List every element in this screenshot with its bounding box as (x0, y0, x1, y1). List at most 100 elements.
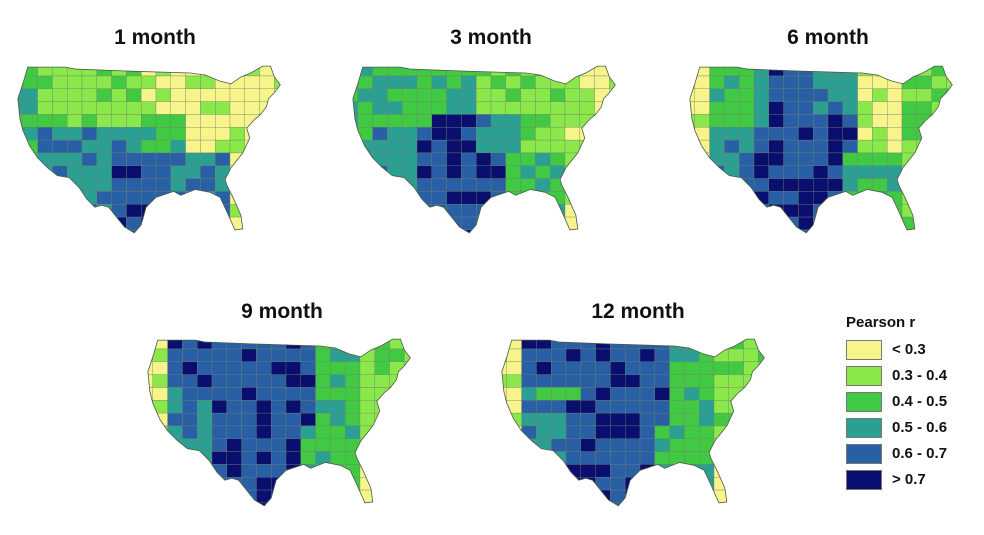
climate-division (728, 348, 744, 362)
climate-division (694, 75, 710, 89)
climate-division (624, 179, 639, 192)
climate-division (271, 464, 287, 478)
climate-division (359, 374, 375, 388)
climate-division (241, 339, 257, 350)
climate-division (200, 216, 216, 231)
climate-division (17, 165, 23, 179)
climate-division (901, 88, 917, 102)
climate-division (226, 425, 242, 439)
climate-division (872, 139, 888, 154)
climate-division (22, 191, 38, 205)
climate-division (244, 75, 260, 89)
climate-division (639, 477, 655, 491)
climate-division (609, 66, 616, 77)
climate-division (768, 127, 784, 141)
climate-division (330, 502, 346, 506)
climate-division (536, 425, 552, 439)
climate-division (699, 477, 715, 491)
climate-division (229, 66, 245, 77)
climate-division (610, 438, 626, 452)
climate-division (743, 425, 759, 439)
climate-division (654, 502, 670, 506)
climate-division (226, 348, 242, 362)
climate-division (256, 438, 272, 452)
climate-division (669, 489, 685, 504)
climate-division (155, 229, 171, 233)
climate-division (285, 374, 301, 388)
climate-division (215, 229, 231, 233)
climate-division (352, 152, 358, 166)
climate-division (773, 477, 788, 490)
climate-division (946, 165, 953, 179)
legend-label-lt-0-3: < 0.3 (892, 341, 926, 358)
climate-division (501, 339, 507, 350)
climate-division (197, 438, 213, 452)
climate-division (916, 139, 932, 154)
climate-division (798, 165, 814, 179)
climate-division (147, 489, 153, 504)
climate-division (155, 204, 171, 218)
climate-division (81, 101, 97, 115)
climate-division (783, 165, 799, 179)
climate-division (17, 75, 23, 89)
legend-swatch-0-6-0-7 (846, 443, 882, 464)
climate-division (259, 191, 275, 205)
climate-division (521, 451, 537, 465)
climate-division (22, 204, 38, 218)
climate-division (52, 229, 68, 233)
climate-division (244, 178, 260, 192)
climate-division (81, 127, 97, 141)
climate-division (490, 101, 506, 115)
climate-division (565, 489, 581, 504)
climate-division (197, 348, 213, 362)
climate-division (931, 114, 947, 128)
climate-division (654, 348, 670, 362)
climate-division (713, 400, 729, 414)
panel-title-1-month: 1 month (114, 26, 196, 49)
climate-division (564, 178, 580, 192)
climate-division (842, 229, 858, 233)
climate-division (419, 439, 434, 452)
climate-division (842, 152, 858, 166)
climate-division (170, 127, 186, 141)
climate-division (167, 387, 183, 401)
climate-division (111, 204, 127, 218)
climate-division (684, 502, 700, 506)
legend-label-0-3-0-4: 0.3 - 0.4 (892, 367, 948, 384)
climate-division (827, 216, 843, 231)
climate-division (374, 502, 390, 506)
climate-division (713, 361, 729, 375)
climate-division (872, 204, 888, 218)
climate-division (961, 166, 976, 179)
climate-division (709, 191, 725, 205)
climate-division (274, 178, 281, 192)
climate-division (728, 451, 744, 465)
climate-division (241, 489, 257, 504)
climate-division (594, 191, 610, 205)
climate-divisions (501, 339, 788, 506)
climate-division (147, 400, 153, 414)
climate-division (345, 400, 361, 414)
climate-division (416, 88, 432, 102)
climate-division (81, 88, 97, 102)
climate-division (446, 101, 462, 115)
climate-divisions (17, 66, 281, 233)
climate-division (827, 229, 843, 233)
climate-division (330, 374, 346, 388)
climate-division (229, 139, 245, 154)
climate-division (345, 451, 361, 465)
climate-division (490, 88, 506, 102)
climate-division (372, 165, 388, 179)
climate-division (96, 229, 112, 233)
climate-division (37, 88, 53, 102)
climate-division (753, 229, 769, 233)
climate-division (357, 191, 373, 205)
climate-division (595, 412, 611, 427)
climate-division (783, 75, 799, 89)
climate-division (624, 166, 639, 179)
climate-division (345, 412, 361, 427)
climate-division (753, 152, 769, 166)
climate-division (152, 502, 168, 506)
climate-division (739, 127, 755, 141)
climate-division (798, 191, 814, 205)
